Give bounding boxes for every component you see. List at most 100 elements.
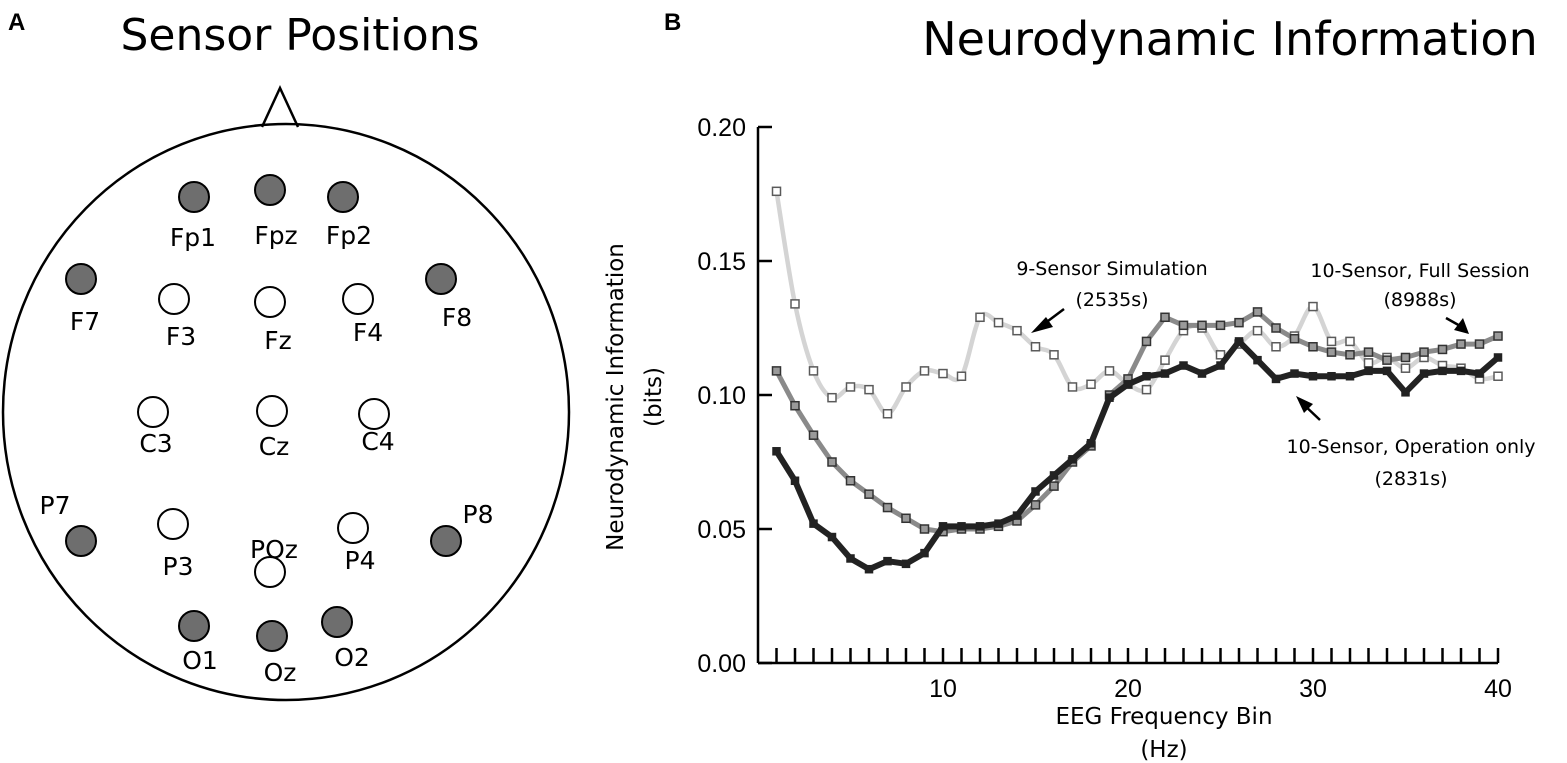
series-simulation-point (808, 366, 819, 376)
sensor-p8-label: P8 (463, 500, 494, 529)
y-axis-title-group: Neurodynamic Information (603, 243, 629, 551)
sensor-p3-label: P3 (163, 552, 194, 581)
series-operation-point (1308, 371, 1318, 381)
series-full-session-point (1363, 347, 1374, 357)
y-axis-ticks: 0.00 0.05 0.10 0.15 0.20 (697, 114, 772, 678)
x-tick-label: 30 (1299, 675, 1327, 703)
sensor-f4-marker (342, 283, 374, 315)
series-full-session-point (827, 457, 837, 467)
series-operation-point (1382, 366, 1392, 376)
series-operation-point (1234, 337, 1244, 346)
series-simulation-point (771, 186, 782, 197)
sensor-p4-marker (337, 512, 369, 544)
series-full-session-point (1049, 481, 1059, 491)
y-tick-label: 0.20 (697, 114, 746, 142)
annotation-operation-label: 10-Sensor, Operation only (1286, 436, 1535, 458)
series-simulation-point (1049, 350, 1059, 360)
series-full-session-point (919, 524, 930, 534)
annotation-simulation-duration: (2535s) (1075, 289, 1148, 311)
sensor-fpz-marker (254, 174, 286, 206)
y-tick-label: 0.00 (697, 650, 746, 678)
sensor-f4-label: F4 (353, 318, 383, 347)
series-full-session-point (1252, 307, 1263, 317)
series-simulation-point (1012, 325, 1022, 336)
series-simulation-point (1141, 384, 1152, 395)
x-axis-ticks: 10 20 30 40 (775, 648, 1512, 703)
annotation-full-session-arrowhead (1454, 318, 1469, 334)
series-simulation-point (1160, 355, 1170, 365)
sensor-poz-marker (254, 556, 286, 588)
series-simulation-point (1086, 379, 1096, 390)
x-axis-units: (Hz) (1140, 737, 1187, 763)
series-simulation-point (1067, 382, 1078, 392)
series-operation-point (901, 559, 911, 569)
sensor-c4-marker (358, 398, 390, 430)
annotation-simulation-arrowhead (1031, 317, 1053, 333)
sensor-c3-marker (137, 396, 169, 428)
series-simulation-point (1104, 366, 1115, 376)
series-simulation-point (901, 382, 911, 392)
series-full-session-point (1141, 336, 1152, 347)
sensor-fp2-label: Fp2 (326, 221, 372, 250)
series-operation-point (1012, 511, 1022, 520)
series-operation-point (883, 556, 892, 566)
series-full-session-point (864, 489, 874, 499)
series-full-session-point (1215, 320, 1226, 331)
sensor-p7-marker (65, 525, 97, 557)
series-full-session-point (790, 400, 800, 411)
sensor-p3-marker (157, 508, 189, 540)
series-operation-point (994, 519, 1003, 528)
series-operation-point (1475, 369, 1484, 378)
panel-b-letter: B (664, 9, 681, 36)
sensor-f7-marker (65, 263, 97, 295)
series-full-session-point (845, 476, 856, 486)
series-full-session-point (1493, 331, 1503, 341)
series-operation-point (1290, 369, 1299, 378)
series-full-session-point (771, 366, 782, 376)
series-operation-point (864, 564, 874, 574)
y-tick-label: 0.05 (697, 516, 746, 544)
series-simulation-point (1308, 301, 1318, 312)
panel-a-letter: A (8, 9, 25, 36)
series-operation-point (790, 476, 800, 486)
y-tick-label: 0.15 (697, 248, 746, 276)
sensor-oz-marker (256, 620, 288, 652)
sensor-o1-marker (178, 610, 210, 642)
series-simulation-point (1400, 363, 1411, 373)
annotation-simulation-label: 9-Sensor Simulation (1016, 258, 1207, 280)
sensor-f3-marker (158, 283, 190, 315)
head-outline (1, 122, 571, 702)
series-operation (772, 337, 1503, 574)
series-operation-line (773, 338, 1500, 573)
series-operation-point (1401, 388, 1410, 397)
sensor-f3-label: F3 (166, 322, 196, 351)
series-simulation-point (790, 299, 800, 309)
series-full-session-point (1456, 339, 1466, 349)
series-operation-point (938, 522, 948, 531)
series-full-session-point (1345, 350, 1355, 360)
series-operation-point (1197, 369, 1207, 378)
series-operation-point (1179, 361, 1188, 370)
sensor-fp1-marker (178, 181, 210, 213)
series-operation-point (1068, 455, 1077, 464)
x-tick-label: 10 (929, 675, 957, 703)
series-simulation-point (919, 366, 930, 376)
series-full-session (771, 307, 1503, 537)
sensor-f8-marker (425, 263, 457, 295)
series-operation-point (975, 522, 985, 531)
series-operation-point (1493, 353, 1503, 362)
series-operation-point (1142, 371, 1151, 381)
series-full-session-point (1030, 500, 1041, 510)
sensor-fz-marker (254, 286, 286, 318)
series-simulation-point (864, 384, 874, 395)
series-operation-point (827, 532, 837, 542)
annotation-full-session-duration: (8988s) (1383, 289, 1456, 311)
series-full-session-line (774, 309, 1499, 535)
series-operation-point (1438, 366, 1447, 376)
series-simulation-point (827, 392, 837, 403)
sensor-cz-label: Cz (259, 432, 290, 461)
series-full-session-point (1400, 352, 1411, 363)
series-full-session-point (1326, 347, 1337, 357)
series-simulation-point (1271, 342, 1281, 352)
